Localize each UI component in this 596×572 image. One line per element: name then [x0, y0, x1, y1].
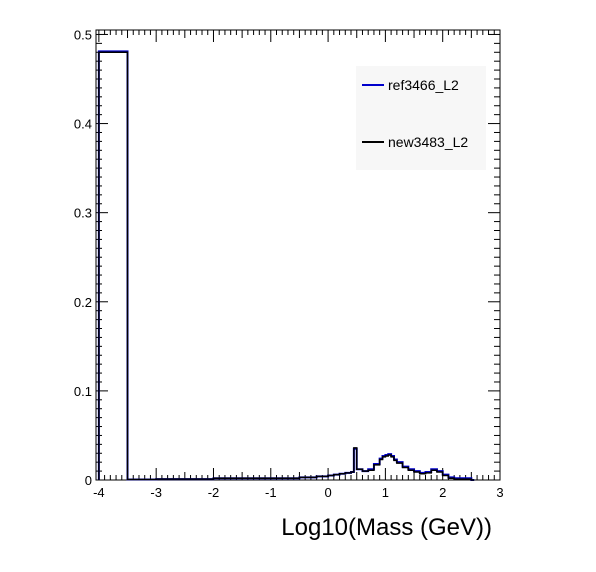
y-tick-label: 0.3 — [74, 206, 92, 221]
series-new3483_L2 — [98, 51, 475, 481]
y-tick-label: 0.4 — [74, 117, 92, 132]
y-tick-label: 0.5 — [74, 27, 92, 42]
legend-label-ref: ref3466_L2 — [388, 77, 459, 93]
y-tick-label: 0 — [85, 473, 92, 488]
x-tick-label: 3 — [496, 485, 503, 500]
x-tick-label: -1 — [265, 485, 277, 500]
plot-frame — [95, 29, 501, 481]
x-tick-label: 1 — [382, 485, 389, 500]
y-tick-label: 0.1 — [74, 384, 92, 399]
legend-box — [356, 66, 486, 170]
x-tick-label: -4 — [93, 485, 105, 500]
y-tick-label: 0.2 — [74, 295, 92, 310]
x-tick-label: -3 — [150, 485, 162, 500]
x-tick-label: 2 — [439, 485, 446, 500]
x-tick-label: 0 — [324, 485, 331, 500]
legend: ref3466_L2 new3483_L2 — [356, 66, 486, 170]
x-axis-title: Log10(Mass (GeV)) — [281, 514, 492, 541]
legend-label-new: new3483_L2 — [388, 134, 468, 150]
x-tick-label: -2 — [208, 485, 220, 500]
series-layer — [97, 50, 475, 481]
